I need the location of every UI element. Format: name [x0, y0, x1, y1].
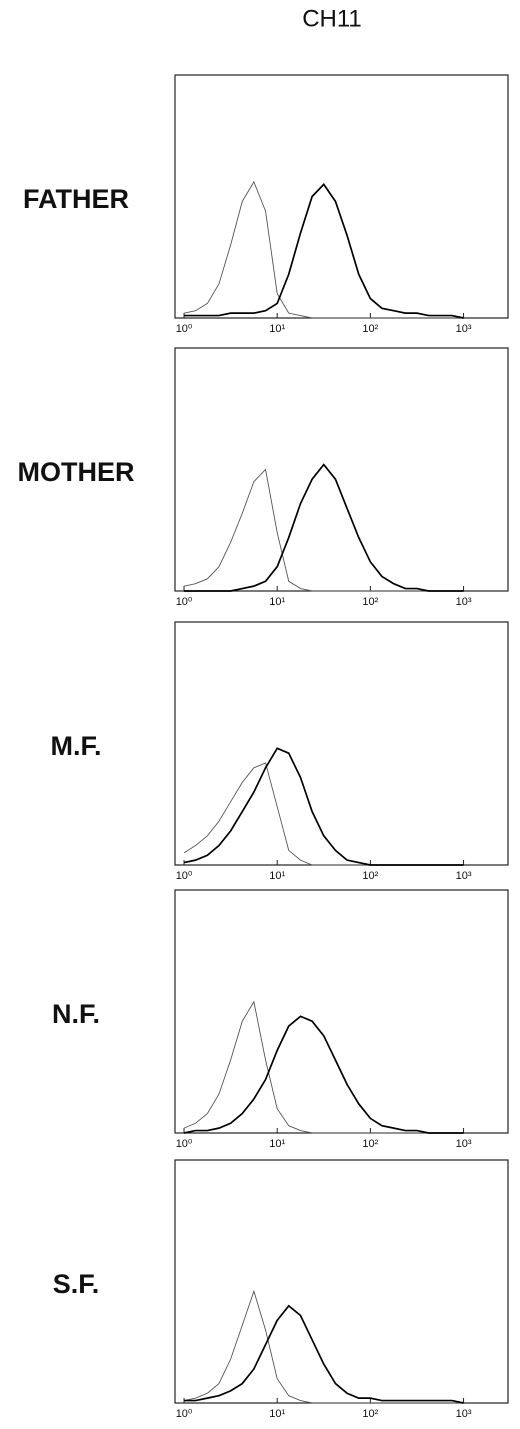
histogram-line	[183, 1015, 464, 1134]
histogram-line	[183, 180, 464, 319]
x-tick-label: 10⁰	[176, 1138, 193, 1150]
x-tick-label: 10²	[362, 1408, 378, 1420]
row-label: FATHER	[23, 184, 129, 214]
histogram-line	[183, 1289, 464, 1404]
row-label: MOTHER	[18, 457, 135, 487]
histogram-line	[184, 1304, 464, 1404]
plot-frame	[174, 74, 509, 319]
x-tick-label: 10²	[362, 596, 378, 608]
x-tick-label: 10²	[362, 323, 378, 335]
x-tick-label: 10³	[456, 870, 472, 882]
plot-frame	[174, 889, 509, 1134]
histogram-line	[183, 747, 464, 866]
x-tick-label: 10³	[456, 596, 472, 608]
histogram-line	[183, 762, 464, 866]
x-tick-label: 10¹	[269, 323, 285, 335]
plot-frame	[174, 1159, 509, 1404]
row-label: N.F.	[52, 999, 100, 1029]
row-label: M.F.	[51, 731, 102, 761]
histogram-line	[183, 1000, 464, 1134]
x-tick-label: 10¹	[269, 1408, 285, 1420]
histogram-line	[184, 463, 464, 592]
x-tick-label: 10¹	[269, 870, 285, 882]
x-tick-label: 10¹	[269, 596, 285, 608]
histogram-line	[184, 183, 464, 319]
x-tick-label: 10³	[456, 1138, 472, 1150]
plot-frame	[174, 621, 509, 866]
x-tick-label: 10⁰	[176, 596, 193, 608]
x-tick-label: 10³	[456, 323, 472, 335]
histogram-line	[183, 468, 464, 592]
x-tick-label: 10⁰	[176, 870, 193, 882]
x-tick-label: 10⁰	[176, 1408, 193, 1420]
x-tick-label: 10¹	[269, 1138, 285, 1150]
x-tick-label: 10²	[362, 1138, 378, 1150]
x-tick-label: 10³	[456, 1408, 472, 1420]
column-label: CH11	[302, 5, 362, 32]
x-tick-label: 10⁰	[176, 323, 193, 335]
x-tick-label: 10²	[362, 870, 378, 882]
row-label: S.F.	[53, 1269, 100, 1299]
